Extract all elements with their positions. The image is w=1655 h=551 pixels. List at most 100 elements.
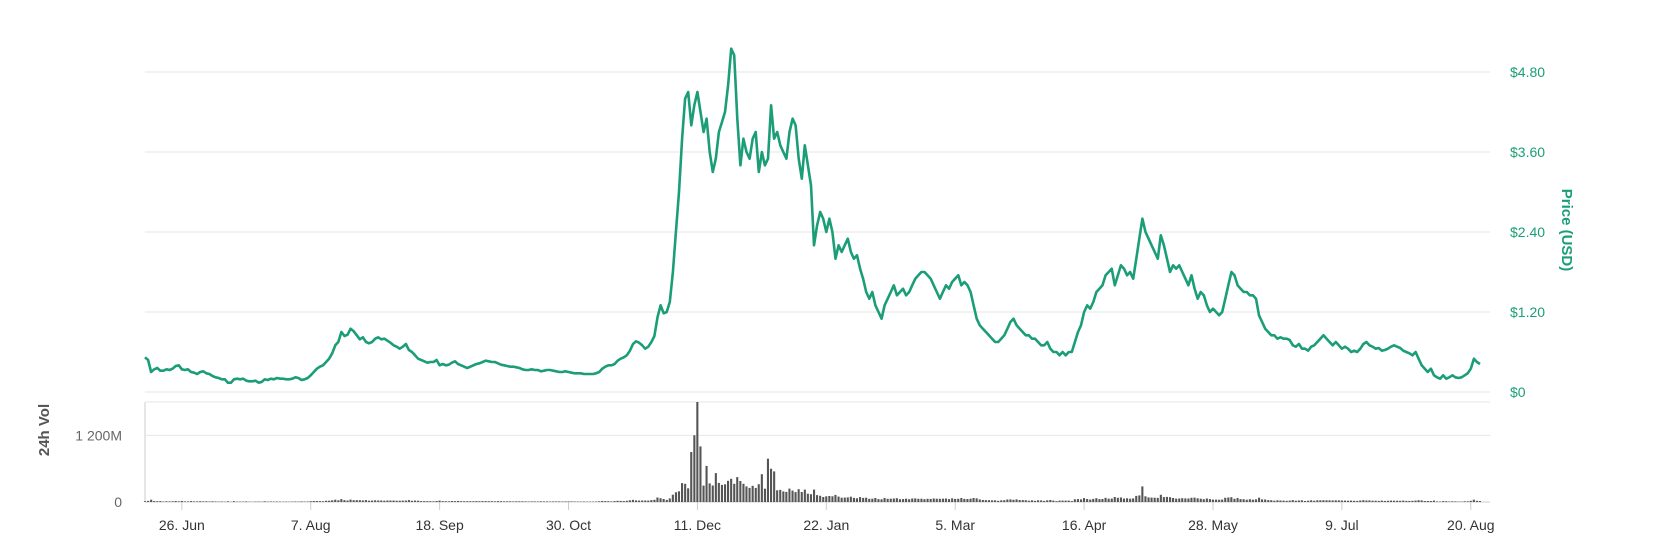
volume-bar (582, 501, 585, 502)
volume-bar (460, 501, 463, 502)
volume-bar (1300, 500, 1303, 502)
volume-bar (546, 501, 549, 502)
volume-bar (819, 495, 822, 502)
volume-bar (358, 500, 361, 502)
volume-bar (763, 488, 766, 502)
volume-bar (1092, 498, 1095, 502)
volume-bar (1033, 500, 1036, 502)
volume-bar (346, 500, 349, 502)
volume-bar (1067, 500, 1070, 502)
volume-bar (898, 499, 901, 502)
volume-bar (1288, 500, 1291, 502)
volume-bar (444, 501, 447, 502)
volume-bar (1138, 495, 1141, 502)
volume-bar (1276, 500, 1279, 502)
volume-bar (963, 498, 966, 502)
volume-bar (426, 501, 429, 502)
x-tick-label: 22. Jan (803, 517, 849, 533)
volume-bar (938, 498, 941, 502)
volume-bar (1380, 500, 1383, 502)
volume-bar (312, 501, 315, 502)
volume-bar (1368, 500, 1371, 502)
volume-bar (598, 501, 601, 502)
volume-bar (1119, 497, 1122, 502)
volume-bar (1374, 500, 1377, 502)
volume-bar (984, 500, 987, 502)
volume-bar (533, 501, 536, 502)
volume-bar (558, 501, 561, 502)
volume-bar (552, 501, 555, 502)
volume-bar (1402, 500, 1405, 502)
volume-bar (926, 498, 929, 502)
volume-bar (343, 500, 346, 502)
volume-bar (1245, 499, 1248, 502)
volume-bar (846, 497, 849, 502)
volume-bar (1371, 500, 1374, 502)
volume-bar (674, 492, 677, 502)
volume-bar (325, 500, 328, 502)
volume-bar (975, 498, 978, 502)
volume-bar (1264, 499, 1267, 502)
volume-bar (518, 501, 521, 502)
volume-bar (610, 501, 613, 502)
volume-bar (1012, 499, 1015, 502)
volume-bar (607, 501, 610, 502)
volume-bar (355, 500, 358, 502)
volume-bar (1006, 499, 1009, 502)
volume-bar (478, 501, 481, 502)
volume-bar (724, 484, 727, 502)
volume-bar (484, 501, 487, 502)
volume-bar (1215, 499, 1218, 502)
volume-bar (681, 483, 684, 502)
volume-bar (883, 498, 886, 502)
volume-bar (453, 501, 456, 502)
volume-bar (647, 500, 650, 502)
volume-bar (536, 501, 539, 502)
volume-bar (527, 501, 530, 502)
volume-bar (929, 498, 932, 502)
volume-bar (806, 493, 809, 502)
volume-bar (917, 498, 920, 502)
volume-bar (1334, 500, 1337, 502)
volume-bar (1046, 500, 1049, 502)
volume-bar (1328, 500, 1331, 502)
volume-bar (720, 484, 723, 502)
volume-bar (797, 489, 800, 502)
volume-bar (987, 500, 990, 502)
volume-bar (180, 500, 183, 502)
volume-bar (785, 491, 788, 502)
volume-bar (499, 501, 502, 502)
x-tick-label: 18. Sep (415, 517, 463, 533)
volume-bar (631, 499, 634, 502)
x-tick-label: 5. Mar (935, 517, 975, 533)
volume-bar (978, 499, 981, 502)
volume-bar (1080, 499, 1083, 502)
volume-bar (1466, 501, 1469, 502)
volume-bar (186, 501, 189, 502)
volume-bar (948, 499, 951, 502)
volume-bar (754, 487, 757, 502)
volume-bar (1193, 497, 1196, 502)
volume-bar (1211, 499, 1214, 502)
volume-bar (1267, 500, 1270, 502)
volume-bar (309, 501, 312, 502)
volume-bar (1076, 499, 1079, 502)
volume-bar (1089, 499, 1092, 502)
volume-bar (944, 498, 947, 502)
volume-bar (1165, 496, 1168, 502)
volume-bar (392, 500, 395, 502)
volume-bar (1175, 498, 1178, 502)
volume-bar (1273, 500, 1276, 502)
volume-bar (1153, 497, 1156, 502)
volume-bar (696, 402, 699, 502)
volume-bar (334, 499, 337, 502)
volume-bar (199, 501, 202, 502)
volume-bar (941, 498, 944, 502)
volume-bar (156, 501, 159, 502)
volume-bar (1181, 498, 1184, 502)
volume-bar (404, 500, 407, 502)
volume-bar (1429, 501, 1432, 502)
volume-bar (1098, 499, 1101, 502)
volume-bar (1159, 494, 1162, 502)
volume-bar (174, 501, 177, 502)
